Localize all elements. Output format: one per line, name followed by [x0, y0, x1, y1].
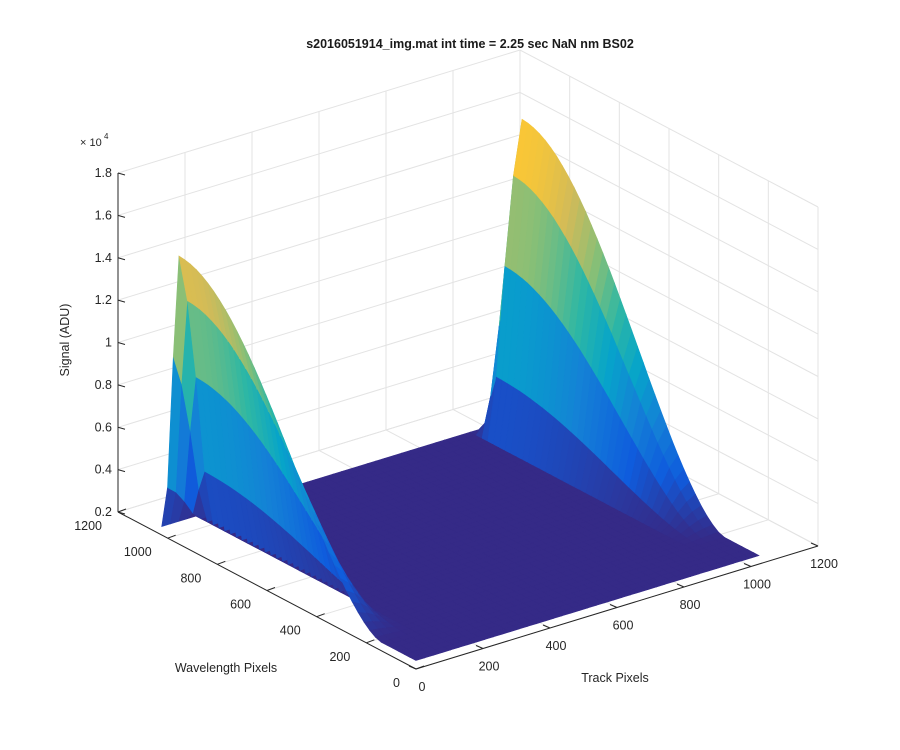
- chart-title: s2016051914_img.mat int time = 2.25 sec …: [306, 37, 634, 51]
- z-exponent-label: × 10 4: [80, 132, 109, 149]
- x-tick: [676, 583, 685, 588]
- surface: [161, 118, 760, 661]
- y-tick: [266, 587, 276, 591]
- y-tick-label: 1200: [74, 519, 102, 533]
- y-tick: [217, 560, 226, 565]
- x-tick-label: 800: [680, 598, 701, 612]
- grid-line-z: [117, 49, 819, 208]
- y-axis-label: Wavelength Pixels: [175, 661, 277, 675]
- z-exponent-power: 4: [104, 132, 109, 141]
- y-tick: [366, 639, 375, 644]
- z-tick-label: 0.6: [95, 420, 112, 434]
- z-tick-label: 1.4: [95, 251, 112, 265]
- z-tick-label: 0.8: [95, 378, 112, 392]
- z-tick: [117, 299, 126, 303]
- x-tick-label: 0: [419, 680, 426, 694]
- z-tick: [117, 172, 126, 176]
- x-tick-label: 200: [479, 660, 500, 674]
- z-tick: [117, 214, 126, 218]
- x-tick: [542, 624, 551, 629]
- z-tick: [117, 426, 126, 430]
- z-tick-label: 1: [105, 336, 112, 350]
- x-tick-label: 600: [613, 619, 634, 633]
- x-tick: [408, 665, 417, 670]
- z-tick-label: 1.8: [95, 166, 112, 180]
- x-tick: [810, 542, 819, 547]
- axes: [117, 172, 819, 670]
- y-tick-label: 200: [329, 650, 350, 664]
- y-tick: [316, 613, 325, 618]
- x-tick: [743, 563, 752, 567]
- x-tick-label: 400: [546, 639, 567, 653]
- z-tick-label: 0.4: [95, 463, 112, 477]
- z-tick: [117, 257, 126, 261]
- y-tick-label: 600: [230, 598, 251, 612]
- z-tick: [117, 469, 126, 473]
- y-tick-label: 800: [180, 571, 201, 585]
- z-axis-label: Signal (ADU): [58, 304, 72, 377]
- y-tick-label: 1000: [124, 545, 152, 559]
- y-tick: [117, 508, 127, 513]
- y-tick-label: 400: [280, 624, 301, 638]
- x-tick: [475, 645, 484, 649]
- x-axis-label: Track Pixels: [581, 671, 649, 685]
- z-tick-label: 1.2: [95, 293, 112, 307]
- z-tick-label: 0.2: [95, 505, 112, 519]
- y-tick: [415, 665, 425, 670]
- x-tick-label: 1200: [810, 557, 838, 571]
- x-tick-label: 1000: [743, 578, 771, 592]
- y-tick-label: 0: [393, 676, 400, 690]
- y-tick: [167, 534, 176, 539]
- x-tick: [609, 604, 618, 608]
- z-tick: [117, 384, 126, 388]
- z-tick: [117, 342, 126, 345]
- surface-patch: [743, 552, 760, 559]
- tick-labels: 0 200 400 600 800 1000 1200 0 200 400 600 800 1000 12…: [74, 166, 838, 694]
- z-tick: [117, 511, 126, 515]
- z-tick-label: 1.6: [95, 208, 112, 222]
- z-exponent-base: × 10: [80, 137, 102, 149]
- grid-line-z: [117, 91, 819, 250]
